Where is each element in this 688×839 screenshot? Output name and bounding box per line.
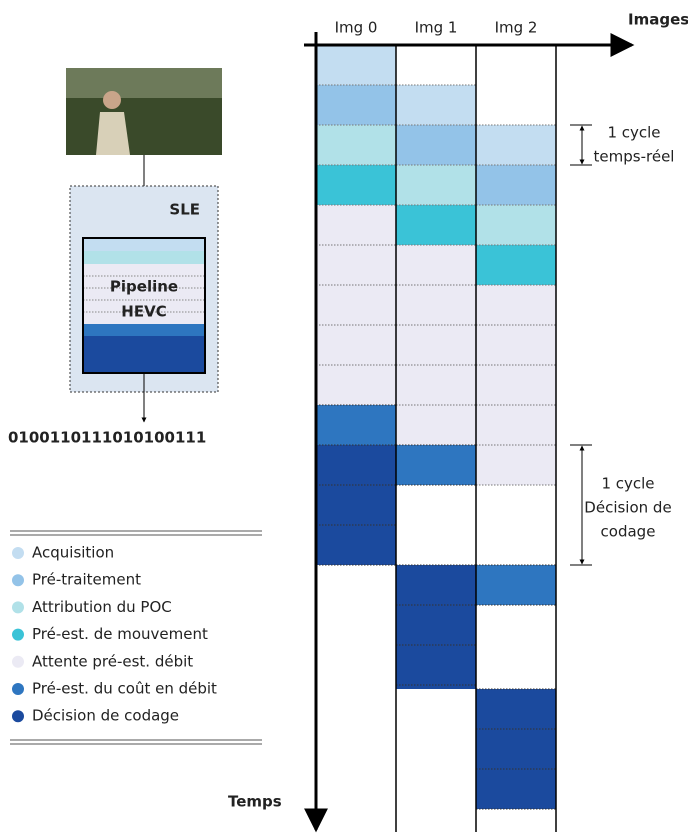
pipeline-stage xyxy=(83,324,205,336)
stage-block xyxy=(396,565,476,689)
pipeline-label: HEVC xyxy=(121,303,166,321)
legend-swatch xyxy=(12,710,24,723)
cycle-label: 1 cycle xyxy=(607,124,660,142)
cycle-label: 1 cycle xyxy=(601,475,654,493)
stage-block xyxy=(316,405,396,445)
legend-label: Pré-est. de mouvement xyxy=(32,625,208,643)
legend-label: Décision de codage xyxy=(32,707,179,725)
stage-block xyxy=(476,285,556,485)
cycle-label: codage xyxy=(601,523,656,541)
legend-label: Acquisition xyxy=(32,544,114,562)
legend-label: Pré-est. du coût en débit xyxy=(32,680,217,698)
stage-block xyxy=(476,125,556,165)
stage-block xyxy=(316,165,396,205)
stage-block xyxy=(396,445,476,485)
pipeline-label: Pipeline xyxy=(110,278,178,296)
column-label: Img 2 xyxy=(495,19,538,37)
pipeline xyxy=(83,238,205,373)
stage-block xyxy=(316,205,396,405)
legend-swatch xyxy=(12,574,24,587)
stage-block xyxy=(476,165,556,205)
axis-label: Images xyxy=(628,11,688,29)
cycle-label: temps-réel xyxy=(594,148,675,166)
legend-swatch xyxy=(12,628,24,641)
stage-block xyxy=(316,125,396,165)
legend-label: Attribution du POC xyxy=(32,598,172,616)
pipeline-stage xyxy=(83,238,205,251)
stage-block xyxy=(396,205,476,245)
sle-label: SLE xyxy=(169,201,200,219)
photo xyxy=(66,68,222,155)
pipeline-stage xyxy=(83,336,205,373)
timeline-blocks xyxy=(316,44,556,810)
pipeline-stage xyxy=(83,251,205,264)
stage-block xyxy=(396,85,476,125)
legend-label: Pré-traitement xyxy=(32,571,141,589)
stage-block xyxy=(396,125,476,165)
stage-block xyxy=(476,245,556,285)
stage-block xyxy=(396,165,476,205)
legend: Acquisition Pré-traitement Attribution du … xyxy=(12,544,217,725)
legend-swatch xyxy=(12,655,24,668)
pipeline-stage xyxy=(83,264,205,324)
stage-block xyxy=(316,85,396,125)
legend-label: Attente pré-est. débit xyxy=(32,652,193,670)
cycle-bracket xyxy=(570,124,592,566)
stage-block xyxy=(316,45,396,85)
stage-block xyxy=(476,205,556,245)
bitstream: 0100110111010100111 xyxy=(8,429,206,447)
legend-swatch xyxy=(12,683,24,695)
stage-block xyxy=(476,689,556,809)
column-label: Img 0 xyxy=(335,19,378,37)
axis-label: Temps xyxy=(228,793,282,811)
stage-block xyxy=(396,245,476,445)
legend-swatch xyxy=(12,547,24,559)
legend-swatch xyxy=(12,601,24,614)
column-label: Img 1 xyxy=(415,19,458,37)
cycle-label: Décision de xyxy=(584,499,671,517)
legend-rule xyxy=(10,530,262,745)
stage-block xyxy=(316,445,396,565)
stage-block xyxy=(476,565,556,605)
